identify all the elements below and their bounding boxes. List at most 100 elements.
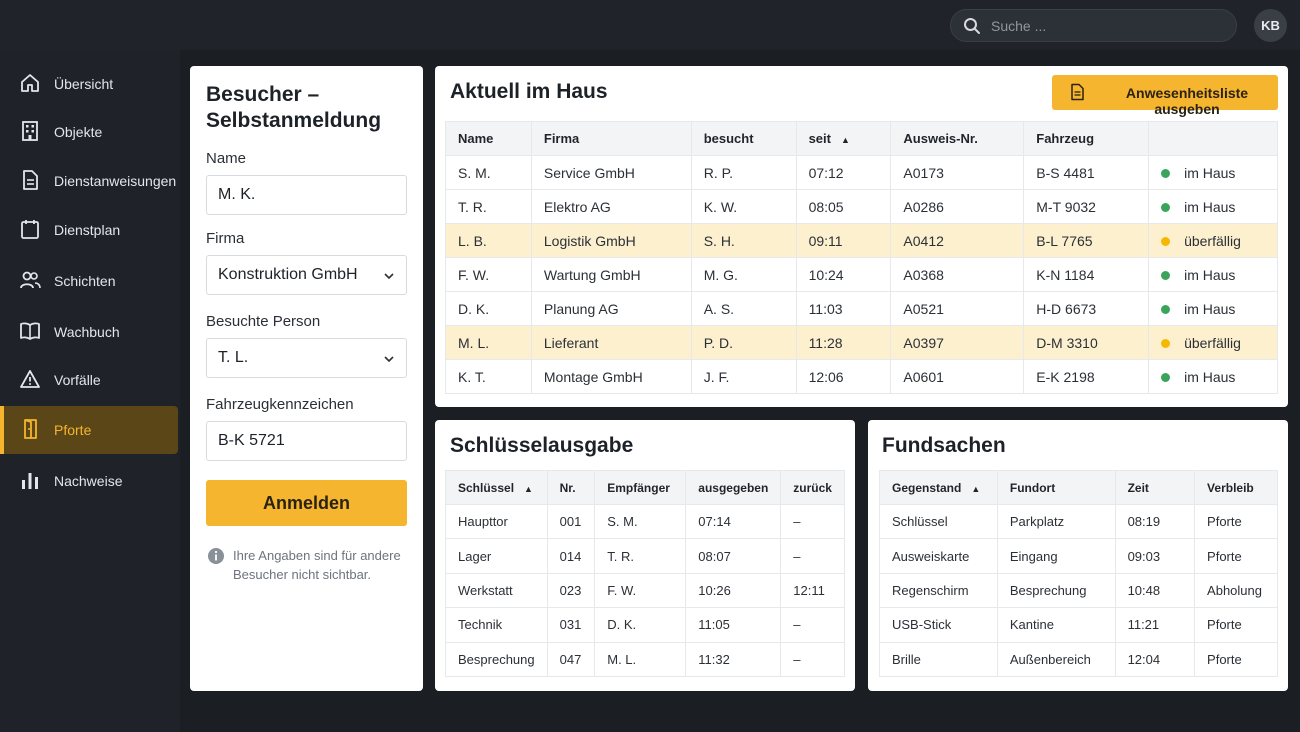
sidebar-item-label: Schichten [54,273,116,289]
sidebar-item-wachbuch[interactable]: Wachbuch [0,308,178,356]
column-header-name[interactable]: Name [445,121,532,156]
search-box[interactable] [950,9,1237,42]
issued-time-cell: 10:26 [685,572,782,609]
table-row[interactable]: Ausweiskarte Eingang 09:03 Pforte [879,538,1278,574]
keys-title: Schlüsselausgabe [450,434,634,457]
sidebar-item-label: Nachweise [54,473,123,489]
chevron-down-icon [384,273,394,280]
key-name-cell: Haupttor [445,503,548,540]
status-label: im Haus [1184,164,1236,181]
visitor-form-title: Besucher – Selbstanmeldung [206,83,382,132]
presence-title: Aktuell im Haus [450,80,608,103]
recipient-cell: D. K. [594,607,687,643]
column-header-fundort[interactable]: Fundort [996,470,1116,505]
export-attendance-button[interactable]: Anwesenheitsliste ausgeben [1052,75,1278,117]
found-place-cell: Parkplatz [996,503,1116,540]
column-header-fahrzeug[interactable]: Fahrzeug [1023,121,1150,156]
vehicle-cell: M-T 9032 [1023,189,1150,224]
status-cell: im Haus [1148,155,1278,190]
arrival-time-cell: 11:03 [795,291,892,326]
table-row[interactable]: Besprechung 047 M. L. 11:32– [445,641,845,677]
column-header-gegenstand[interactable]: Gegenstand ▲ [879,470,998,505]
name-field[interactable] [206,175,407,215]
table-row[interactable]: D. K. Planung AG A. S. 11:03 A0521 H-D 6673 im… [445,291,1278,326]
column-header-verbleib[interactable]: Verbleib [1194,470,1278,505]
key-number-cell: 001 [546,503,596,540]
company-select[interactable]: Konstruktion GmbH [206,255,407,295]
user-avatar[interactable]: KB [1254,9,1287,42]
item-cell: Brille [879,641,998,677]
column-header-besucht[interactable]: besucht [690,121,797,156]
key-name-cell: Technik [445,607,548,643]
sort-ascending-icon: ▲ [840,135,850,145]
column-header-zeit[interactable]: Zeit [1114,470,1196,505]
item-cell: Ausweiskarte [879,538,998,574]
table-row[interactable]: M. L. Lieferant P. D. 11:28 A0397 D-M 3310 übe… [445,325,1278,360]
visitor-name-cell: F. W. [445,257,532,292]
column-header-firma[interactable]: Firma [530,121,692,156]
found-time-cell: 08:19 [1114,503,1196,540]
book-icon [20,322,40,340]
presence-card: Aktuell im Haus Anwesenheitsliste ausgeb… [435,66,1288,407]
table-row[interactable]: K. T. Montage GmbH J. F. 12:06 A0601 E-K 2198… [445,359,1278,394]
table-row[interactable]: S. M. Service GmbH R. P. 07:12 A0173 B-S 4481… [445,155,1278,190]
lost-found-title: Fundsachen [882,434,1006,457]
sidebar-item-objekte[interactable]: Objekte [0,108,178,156]
top-bar: KB [0,0,1300,50]
arrival-time-cell: 10:24 [795,257,892,292]
arrival-time-cell: 09:11 [795,223,892,258]
column-header-zurueck[interactable]: zurück [780,470,845,505]
visitor-company-cell: Planung AG [530,291,692,326]
visited-person-select[interactable]: T. L. [206,338,407,378]
table-row[interactable]: Schlüssel Parkplatz 08:19 Pforte [879,503,1278,540]
table-row[interactable]: F. W. Wartung GmbH M. G. 10:24 A0368 K-N 1184… [445,257,1278,292]
column-header-ausweis[interactable]: Ausweis-Nr. [890,121,1025,156]
name-input[interactable] [218,186,395,204]
returned-time-cell: – [780,538,845,574]
visitor-name-cell: M. L. [445,325,532,360]
sidebar-item-uebersicht[interactable]: Übersicht [0,60,178,108]
arrival-time-cell: 12:06 [795,359,892,394]
search-input[interactable] [991,10,1221,41]
sidebar-item-pforte[interactable]: Pforte [0,406,178,454]
key-name-cell: Werkstatt [445,572,548,609]
column-header-empfaenger[interactable]: Empfänger [594,470,687,505]
sort-ascending-icon: ▲ [524,483,533,494]
table-row[interactable]: L. B. Logistik GmbH S. H. 09:11 A0412 B-L 776… [445,223,1278,258]
column-header-seit[interactable]: seit ▲ [795,121,892,156]
table-row[interactable]: T. R. Elektro AG K. W. 08:05 A0286 M-T 9032 im… [445,189,1278,224]
status-cell: im Haus [1148,257,1278,292]
table-row[interactable]: Technik 031 D. K. 11:05– [445,607,845,643]
found-time-cell: 11:21 [1114,607,1196,643]
sidebar-item-dienstplan[interactable]: Dienstplan [0,206,178,254]
returned-time-cell: – [780,503,845,540]
column-header-nr[interactable]: Nr. [546,470,596,505]
sidebar-item-vorfaelle[interactable]: Vorfälle [0,356,178,404]
status-dot-icon [1161,305,1171,315]
item-location-cell: Abholung [1194,572,1278,609]
table-row[interactable]: Lager 014 T. R. 08:07– [445,538,845,574]
sidebar-item-schichten[interactable]: Schichten [0,257,178,305]
table-row[interactable]: Werkstatt 023 F. W. 10:26 12:11 [445,572,845,609]
visitor-name-cell: K. T. [445,359,532,394]
table-row[interactable]: Haupttor 001 S. M. 07:14– [445,503,845,540]
table-row[interactable]: Regenschirm Besprechung 10:48 Abholung [879,572,1278,609]
register-button[interactable]: Anmelden [206,480,407,526]
item-location-cell: Pforte [1194,641,1278,677]
status-dot-icon [1161,237,1171,247]
status-cell: überfällig [1148,325,1278,360]
column-header-schluessel[interactable]: Schlüssel ▲ [445,470,548,505]
plate-input[interactable] [218,432,395,450]
status-dot-icon [1161,169,1171,179]
table-row[interactable]: USB-Stick Kantine 11:21 Pforte [879,607,1278,643]
table-row[interactable]: Brille Außenbereich 12:04 Pforte [879,641,1278,677]
column-header-ausgegeben[interactable]: ausgegeben [685,470,782,505]
column-header-label: Schlüssel [458,480,515,495]
sidebar-item-label: Objekte [54,124,103,140]
visited-person-cell: S. H. [690,223,797,258]
plate-field[interactable] [206,421,407,461]
sidebar-item-dienstanweisungen[interactable]: Dienstanweisungen [0,157,178,205]
returned-time-cell: – [780,641,845,677]
sidebar-item-nachweise[interactable]: Nachweise [0,457,178,505]
status-dot-icon [1161,271,1171,281]
